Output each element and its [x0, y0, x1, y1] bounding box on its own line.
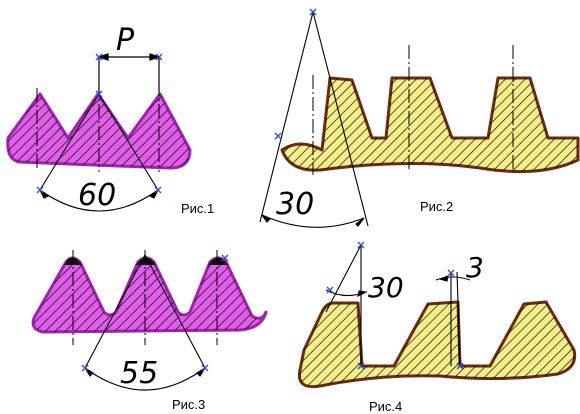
fig3-angle-label: 55 [120, 356, 158, 391]
figure-2: 30 Рис.2 [259, 8, 580, 228]
fig3-markers [81, 254, 229, 372]
fig2-markers [274, 8, 317, 140]
fig1-pitch-label: P [116, 23, 135, 58]
fig4-small-angle-label: 3 [466, 251, 484, 284]
fig2-angle-label: 30 [276, 187, 314, 222]
fig4-angle-label: 30 [368, 271, 404, 304]
fig2-caption: Рис.2 [420, 199, 453, 214]
figure-1: P 60 Рис.1 [6, 23, 214, 216]
fig3-caption: Рис.3 [172, 397, 205, 412]
fig1-pitch-dimension [97, 53, 161, 92]
fig3-hatching [33, 258, 266, 332]
fig2-axis-lines [312, 45, 514, 175]
fig4-angle-3-dimension [435, 271, 471, 367]
figure-3: 55 Рис.3 [31, 250, 268, 412]
fig2-angle-dimension [259, 11, 369, 228]
fig3-crest-caps [64, 257, 228, 265]
fig1-caption: Рис.1 [181, 201, 214, 216]
fig1-angle-label: 60 [78, 178, 116, 213]
fig4-hatching [299, 302, 575, 387]
fig1-markers [36, 53, 163, 194]
fig3-axis-lines [72, 250, 218, 345]
figure-4: 30 3 Рис.4 [297, 241, 577, 414]
fig4-caption: Рис.4 [369, 399, 402, 414]
fig4-markers [326, 241, 464, 370]
fig2-hatching [282, 78, 578, 172]
